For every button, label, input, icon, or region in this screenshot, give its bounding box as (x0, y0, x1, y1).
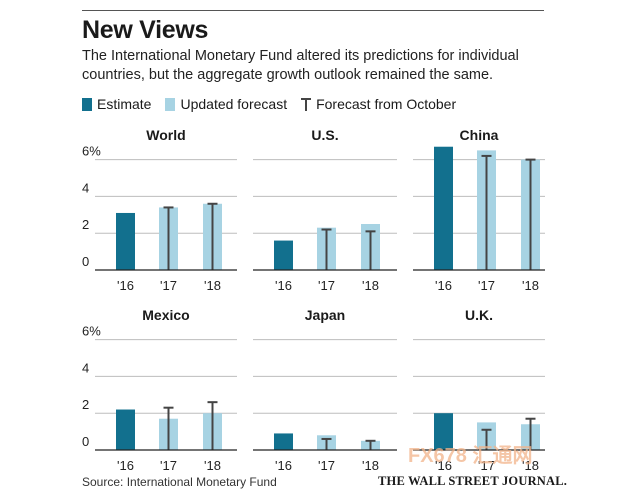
bar-estimate-u-k (434, 413, 453, 450)
panel-title-world: World (146, 127, 185, 143)
x-tick-label: '18 (522, 278, 539, 293)
x-tick-label: '16 (435, 458, 452, 473)
legend-item-updated: Updated forecast (165, 96, 287, 112)
legend-estimate-label: Estimate (97, 96, 152, 112)
panel-title-u-k: U.K. (465, 307, 493, 323)
watermark: FX678 汇通网 (408, 445, 533, 467)
y-tick-label: 4 (82, 360, 89, 375)
x-tick-label: '18 (522, 458, 539, 473)
bar-estimate-japan (274, 433, 293, 450)
bar-estimate-china (434, 146, 453, 270)
x-tick-label: '17 (160, 278, 177, 293)
source-note: Source: International Monetary Fund (82, 475, 277, 489)
y-tick-label: 6% (82, 324, 101, 339)
y-tick-label: 0 (82, 434, 89, 449)
y-tick-label: 4 (82, 180, 89, 195)
bar-estimate-mexico (116, 409, 135, 450)
x-tick-label: '18 (362, 458, 379, 473)
legend: Estimate Updated forecast Forecast from … (82, 96, 470, 112)
x-tick-label: '18 (204, 278, 221, 293)
x-tick-label: '16 (275, 278, 292, 293)
panel-title-u-s: U.S. (311, 127, 338, 143)
x-tick-label: '16 (435, 278, 452, 293)
y-tick-label: 2 (82, 217, 89, 232)
x-tick-label: '17 (478, 458, 495, 473)
publisher-logo: THE WALL STREET JOURNAL. (378, 474, 568, 488)
x-tick-label: '18 (204, 458, 221, 473)
legend-october-label: Forecast from October (316, 96, 457, 112)
x-tick-label: '17 (318, 278, 335, 293)
x-tick-label: '17 (478, 278, 495, 293)
legend-item-estimate: Estimate (82, 96, 151, 112)
estimate-swatch (82, 97, 92, 111)
chart-subtitle: The International Monetary Fund altered … (82, 48, 519, 83)
x-tick-label: '16 (275, 458, 292, 473)
bar-estimate-world (116, 212, 135, 270)
x-tick-label: '18 (362, 278, 379, 293)
legend-updated-label: Updated forecast (180, 96, 288, 112)
updated-swatch (165, 97, 176, 111)
y-tick-label: 6% (82, 144, 101, 159)
panel-title-mexico: Mexico (142, 307, 189, 323)
chart-title: New Views (82, 16, 209, 44)
x-tick-label: '17 (318, 458, 335, 473)
y-tick-label: 2 (82, 397, 89, 412)
legend-item-october: Forecast from October (301, 96, 456, 112)
y-tick-label: 0 (82, 254, 89, 269)
x-tick-label: '17 (160, 458, 177, 473)
panel-title-china: China (460, 127, 499, 143)
x-tick-label: '16 (117, 458, 134, 473)
bar-estimate-u-s (274, 240, 293, 270)
october-whisker-icon (301, 97, 312, 111)
panel-title-japan: Japan (305, 307, 345, 323)
top-rule (82, 10, 544, 11)
x-tick-label: '16 (117, 278, 134, 293)
